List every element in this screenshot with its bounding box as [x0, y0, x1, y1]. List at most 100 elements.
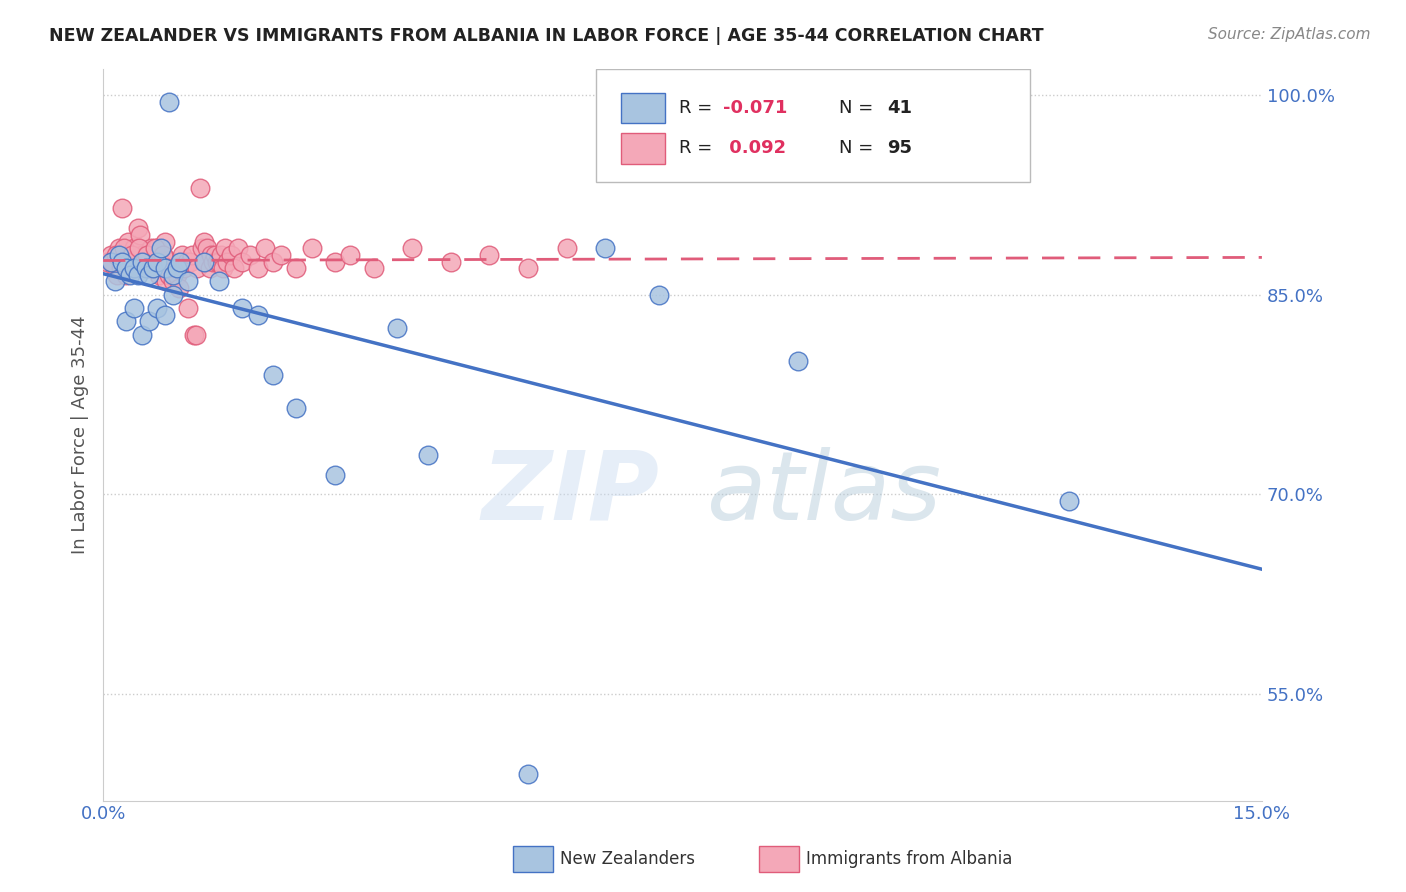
FancyBboxPatch shape	[621, 133, 665, 164]
Text: N =: N =	[839, 139, 879, 157]
Point	[125, 261, 148, 276]
Point	[363, 261, 385, 276]
Point	[183, 327, 205, 342]
FancyBboxPatch shape	[596, 69, 1031, 182]
Point	[107, 248, 129, 262]
Point	[555, 241, 578, 255]
Point	[128, 241, 150, 255]
Point	[193, 254, 215, 268]
Point	[121, 261, 143, 276]
Text: atlas: atlas	[706, 447, 941, 540]
Point	[215, 254, 238, 268]
Point	[262, 368, 284, 382]
Point	[156, 261, 179, 276]
Point	[112, 241, 135, 255]
Point	[208, 275, 231, 289]
Point	[150, 254, 173, 268]
Point	[170, 248, 193, 262]
Y-axis label: In Labor Force | Age 35-44: In Labor Force | Age 35-44	[72, 315, 89, 554]
Point	[270, 248, 292, 262]
Point	[162, 275, 184, 289]
Point	[111, 254, 134, 268]
Point	[121, 248, 143, 262]
Point	[141, 261, 163, 276]
Point	[787, 354, 810, 368]
Point	[160, 254, 183, 268]
Text: NEW ZEALANDER VS IMMIGRANTS FROM ALBANIA IN LABOR FORCE | AGE 35-44 CORRELATION : NEW ZEALANDER VS IMMIGRANTS FROM ALBANIA…	[49, 27, 1043, 45]
Point	[517, 767, 540, 781]
Point	[212, 261, 235, 276]
Point	[127, 268, 149, 282]
Point	[108, 261, 131, 276]
Point	[129, 227, 152, 242]
Point	[105, 248, 128, 262]
Point	[194, 254, 217, 268]
Point	[122, 261, 145, 276]
Point	[122, 301, 145, 315]
FancyBboxPatch shape	[621, 93, 665, 123]
Point	[416, 448, 439, 462]
Point	[478, 248, 501, 262]
Point	[117, 254, 139, 268]
Point	[219, 248, 242, 262]
Point	[115, 261, 138, 276]
Point	[648, 287, 671, 301]
Point	[207, 254, 229, 268]
Text: -0.071: -0.071	[723, 99, 787, 117]
Text: 0.092: 0.092	[723, 139, 786, 157]
Point	[153, 308, 176, 322]
Point	[239, 248, 262, 262]
Point	[204, 248, 226, 262]
Text: ZIP: ZIP	[481, 447, 659, 540]
Point	[440, 254, 463, 268]
Point	[115, 268, 138, 282]
Point	[176, 254, 198, 268]
Point	[146, 301, 169, 315]
Point	[138, 314, 160, 328]
Point	[146, 254, 169, 268]
Point	[143, 241, 166, 255]
Point	[177, 275, 200, 289]
Point	[200, 248, 222, 262]
Point	[142, 248, 165, 262]
Point	[517, 261, 540, 276]
Point	[148, 254, 170, 268]
Point	[139, 241, 162, 255]
Point	[198, 261, 221, 276]
Point	[163, 261, 186, 276]
Point	[169, 254, 191, 268]
Point	[132, 254, 155, 268]
Point	[254, 241, 277, 255]
Text: Source: ZipAtlas.com: Source: ZipAtlas.com	[1208, 27, 1371, 42]
Point	[197, 241, 219, 255]
Point	[173, 261, 195, 276]
Point	[1057, 494, 1080, 508]
Point	[152, 248, 174, 262]
Point	[401, 241, 423, 255]
Point	[117, 235, 139, 249]
Point	[323, 254, 346, 268]
Point	[385, 321, 408, 335]
Point	[323, 467, 346, 482]
Point	[138, 261, 160, 276]
Text: N =: N =	[839, 99, 879, 117]
Text: Immigrants from Albania: Immigrants from Albania	[806, 850, 1012, 868]
Point	[124, 261, 146, 276]
Point	[142, 261, 165, 276]
Point	[339, 248, 361, 262]
Point	[193, 235, 215, 249]
Point	[110, 261, 132, 276]
Point	[186, 261, 208, 276]
Text: New Zealanders: New Zealanders	[560, 850, 695, 868]
Point	[162, 268, 184, 282]
Point	[145, 261, 167, 276]
Point	[153, 235, 176, 249]
Point	[162, 287, 184, 301]
Point	[285, 261, 308, 276]
Point	[114, 254, 136, 268]
Text: R =: R =	[679, 139, 718, 157]
Text: R =: R =	[679, 99, 718, 117]
Point	[224, 261, 246, 276]
Point	[184, 327, 207, 342]
Point	[146, 241, 169, 255]
